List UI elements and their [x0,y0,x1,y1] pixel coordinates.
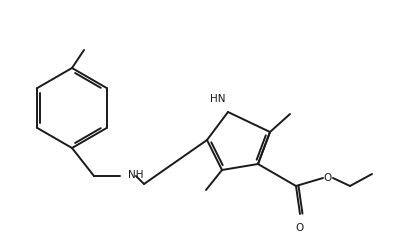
Text: HN: HN [210,94,226,104]
Text: O: O [323,173,331,183]
Text: NH: NH [128,170,143,180]
Text: O: O [295,223,303,233]
